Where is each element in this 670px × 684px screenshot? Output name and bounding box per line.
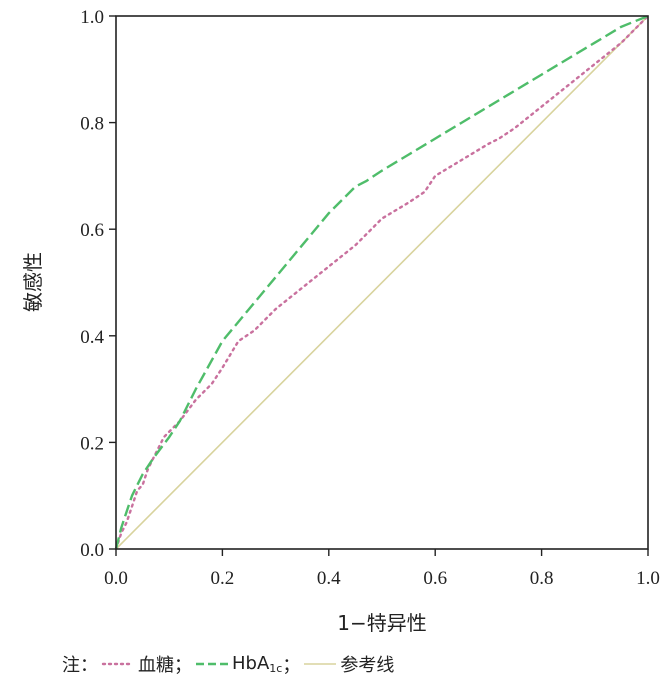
x-tick-label: 0.2 xyxy=(211,568,235,589)
x-tick-label: 0.8 xyxy=(530,568,554,589)
legend-note-prefix: 注： xyxy=(62,655,98,676)
legend-separator: ； xyxy=(282,655,301,676)
x-tick-label: 0.4 xyxy=(317,568,341,589)
legend-label-reference: 参考线 xyxy=(340,655,395,676)
x-tick-label: 0.6 xyxy=(423,568,447,589)
y-tick-label: 0.2 xyxy=(80,433,104,454)
plot-frame xyxy=(115,15,649,550)
y-tick-label: 0.0 xyxy=(80,540,104,561)
legend-label-glucose: 血糖 xyxy=(138,655,174,676)
y-tick-label: 1.0 xyxy=(80,7,104,28)
x-axis-title: 1−特异性 xyxy=(337,611,426,635)
legend-item-glucose: 血糖 ； xyxy=(98,651,192,677)
series-line-0 xyxy=(114,14,650,551)
y-tick-label: 0.4 xyxy=(80,327,104,348)
x-tick-label: 1.0 xyxy=(636,568,660,589)
legend-swatch-hba1c xyxy=(196,662,228,666)
legend-item-reference: 参考线 xyxy=(300,651,394,677)
series-line-2 xyxy=(115,15,649,550)
y-axis-title: 敏感性 xyxy=(21,252,45,312)
legend-label-hba1c: HbA1c xyxy=(232,653,283,675)
legend: 注： 血糖 ； HbA1c ； 参考线 xyxy=(62,650,394,678)
legend-swatch-reference xyxy=(304,663,337,665)
series-line-1 xyxy=(114,14,649,550)
axis-ticks: 0.0 0.2 0.4 0.6 0.8 1.0 0.0 0.2 0.4 0.6 0.8 1.0 xyxy=(80,7,660,589)
y-tick-label: 0.6 xyxy=(80,220,104,241)
legend-separator: ； xyxy=(174,655,192,676)
legend-item-hba1c: HbA1c ； xyxy=(192,651,300,677)
plot-lines xyxy=(114,14,650,551)
x-tick-label: 0.0 xyxy=(104,568,128,589)
legend-swatch-glucose xyxy=(101,662,135,666)
y-tick-label: 0.8 xyxy=(80,114,104,135)
